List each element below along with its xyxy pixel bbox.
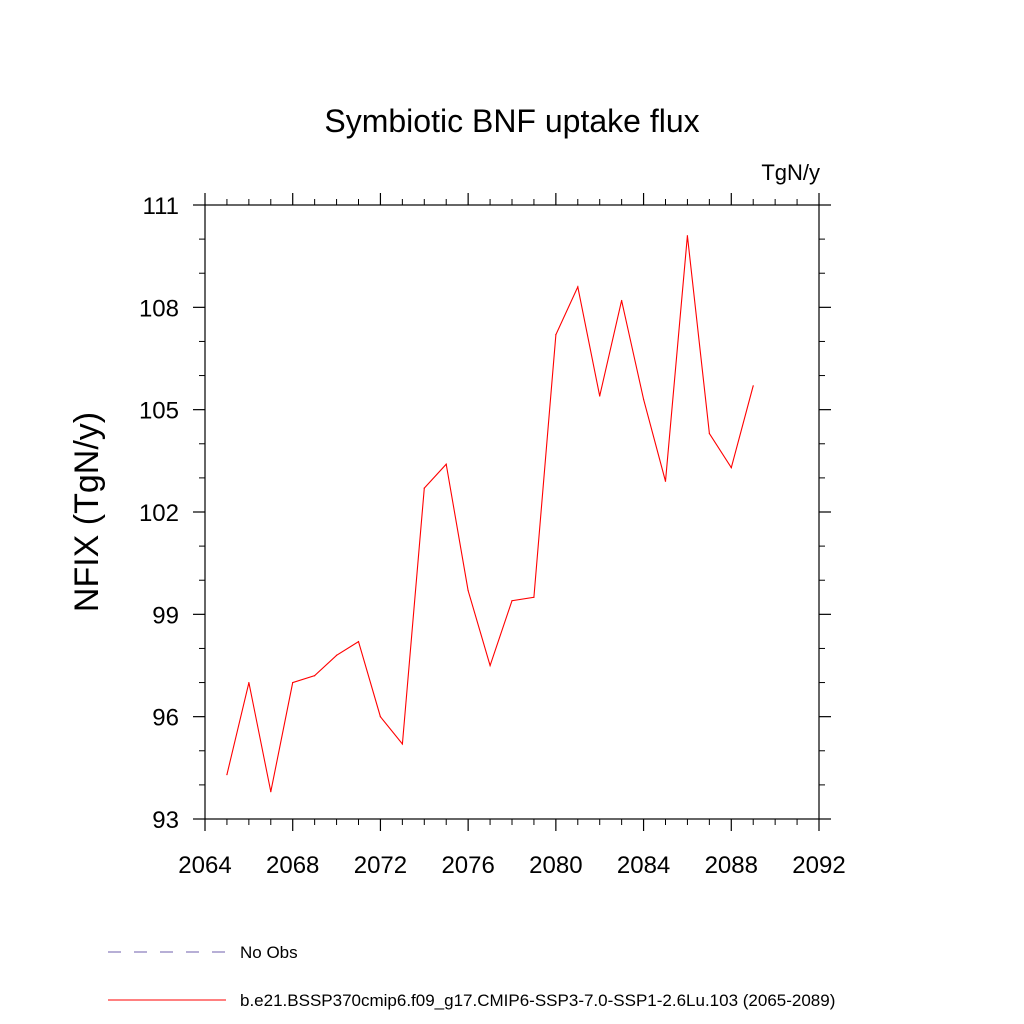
data-point [577,286,579,288]
data-point [664,480,667,482]
data-point [248,681,250,684]
x-tick-label: 2084 [617,852,670,879]
data-point [599,395,601,397]
data-point [335,654,338,656]
data-point [445,463,447,465]
data-point [621,299,623,302]
y-tick-label: 93 [152,807,179,834]
data-point [642,398,645,401]
data-point [752,385,754,387]
data-point [511,600,513,602]
chart-title: Symbiotic BNF uptake flux [324,103,699,139]
data-point [555,334,557,336]
data-point [357,641,360,643]
x-tick-label: 2076 [441,852,494,879]
legend-label: b.e21.BSSP370cmip6.f09_g17.CMIP6-SSP3-7.… [240,991,835,1010]
y-tick-label: 111 [143,193,179,220]
data-point [533,596,535,598]
data-point [423,487,425,489]
y-tick-label: 108 [139,295,179,322]
data-point [467,589,469,592]
data-point [730,467,732,469]
data-point [379,716,382,718]
series-line-0 [226,235,754,792]
x-tick-label: 2064 [178,852,231,879]
series-layer [226,235,754,793]
data-point [270,791,272,793]
y-tick-label: 102 [139,500,179,527]
x-tick-label: 2072 [354,852,407,879]
units-label: TgN/y [761,160,820,185]
plot-frame [204,204,820,820]
data-point [686,235,689,237]
data-point [314,675,316,677]
y-tick-label: 105 [139,398,179,425]
data-point [292,681,294,684]
x-axis: 2064 2068 2072 2076 2080 2084 2088 2092 [178,193,846,879]
legend-label: No Obs [240,943,298,962]
x-tick-label: 2068 [266,852,319,879]
data-point [401,743,403,745]
y-tick-label: 96 [152,705,179,732]
x-tick-label: 2088 [705,852,758,879]
data-point [489,664,491,667]
x-tick-label: 2092 [792,852,845,879]
legend: No Obs b.e21.BSSP370cmip6.f09_g17.CMIP6-S… [108,943,835,1010]
data-point [708,432,710,435]
y-tick-label: 99 [152,602,179,629]
y-axis-label: NFIX (TgN/y) [68,412,106,612]
data-point [226,774,228,776]
x-tick-label: 2080 [529,852,582,879]
y-axis: 93 96 99 102 105 108 111 [139,193,831,834]
